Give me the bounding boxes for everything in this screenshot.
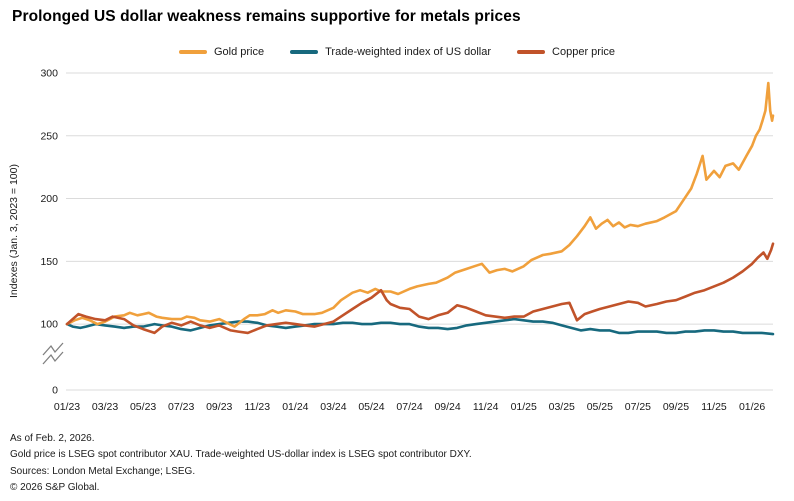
series-line-trade-weighted-index-of-us-dollar — [65, 317, 775, 336]
x-tick-label: 07/23 — [168, 401, 194, 413]
legend-item: Gold price — [178, 46, 265, 58]
x-tick-label: 07/25 — [625, 401, 651, 413]
legend-item: Trade-weighted index of US dollar — [290, 46, 491, 58]
footnote-asof: As of Feb. 2, 2026. — [10, 433, 95, 444]
x-tick-label: 09/23 — [206, 401, 232, 413]
footnote-description: Gold price is LSEG spot contributor XAU.… — [10, 449, 472, 461]
y-tick-label: 0 — [52, 385, 58, 397]
legend-item: Copper price — [517, 46, 615, 58]
legend-label: Gold price — [213, 46, 265, 58]
x-tick-label: 01/23 — [54, 401, 80, 413]
x-tick-label: 05/23 — [130, 401, 156, 413]
footnote-copyright: © 2026 S&P Global. — [10, 482, 100, 494]
footnote-sources: Sources: London Metal Exchange; LSEG. — [10, 465, 196, 477]
series-line-copper-price — [65, 242, 775, 335]
x-tick-label: 11/23 — [245, 401, 271, 413]
legend-label: Copper price — [552, 46, 616, 58]
y-tick-label: 150 — [40, 256, 58, 268]
legend-label: Trade-weighted index of US dollar — [325, 46, 492, 58]
x-tick-label: 05/25 — [587, 401, 613, 413]
x-tick-label: 11/24 — [473, 401, 499, 413]
x-tick-label: 11/25 — [701, 401, 727, 413]
x-tick-label: 03/25 — [549, 401, 575, 413]
x-tick-label: 05/24 — [358, 401, 384, 413]
legend-swatch-icon — [178, 50, 207, 54]
y-tick-label: 200 — [40, 193, 58, 205]
x-tick-label: 01/25 — [511, 401, 537, 413]
x-tick-label: 01/26 — [739, 401, 765, 413]
series-line-gold-price — [65, 81, 775, 328]
y-tick-label: 300 — [40, 68, 58, 80]
chart-plot: 300 250 200 150 100 0 01/23 03/23 05/23 07/23 09/2… — [8, 68, 775, 413]
legend-swatch-icon — [290, 50, 319, 54]
x-tick-label: 03/24 — [320, 401, 346, 413]
y-axis-title: Indexes (Jan. 3, 2023 = 100) — [8, 164, 20, 298]
legend-swatch-icon — [517, 50, 546, 54]
y-axis-break-icon — [42, 342, 64, 356]
chart-title: Prolonged US dollar weakness remains sup… — [12, 8, 521, 25]
legend: Gold price Trade-weighted index of US dol… — [0, 46, 794, 58]
footnotes: As of Feb. 2, 2026. Gold price is LSEG s… — [10, 431, 472, 497]
y-tick-label: 250 — [40, 130, 58, 142]
x-tick-label: 07/24 — [396, 401, 422, 413]
y-axis-break-icon — [42, 351, 64, 365]
x-tick-label: 09/24 — [434, 401, 460, 413]
x-tick-label: 09/25 — [663, 401, 689, 413]
y-tick-label: 100 — [40, 319, 58, 331]
x-tick-label: 01/24 — [282, 401, 308, 413]
x-tick-label: 03/23 — [92, 401, 118, 413]
